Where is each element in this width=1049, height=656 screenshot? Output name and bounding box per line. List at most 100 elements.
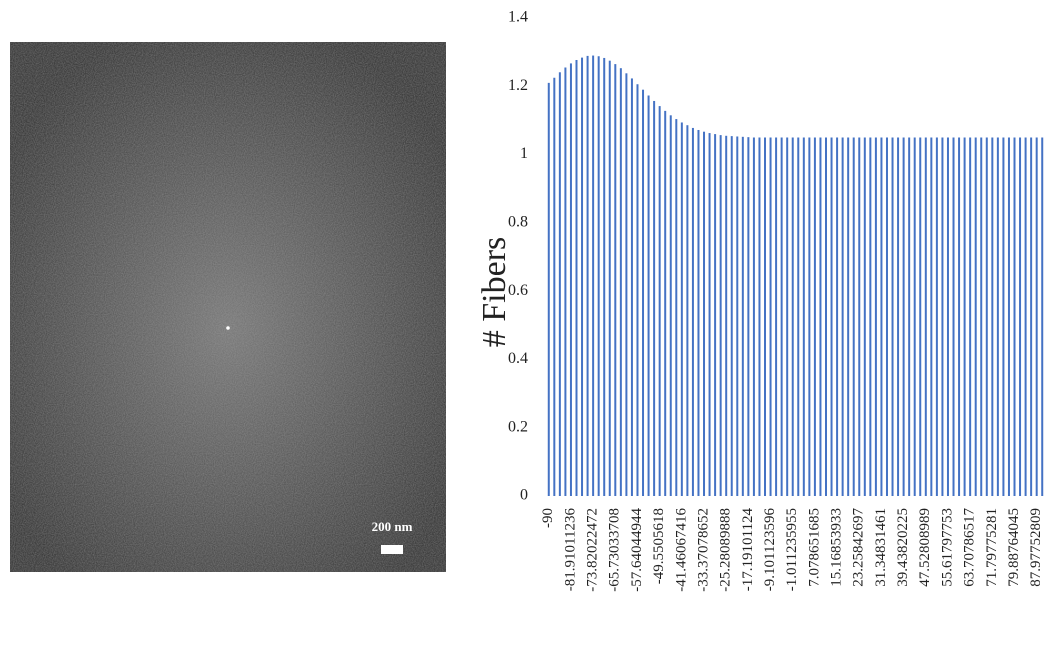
x-tick-label: -25.28089888 (718, 508, 734, 592)
bar (608, 60, 611, 497)
bar (653, 100, 656, 497)
bar (708, 133, 711, 496)
bar (841, 137, 844, 496)
y-tick-label: 0.8 (508, 214, 528, 231)
bar (575, 59, 578, 496)
bar (935, 137, 938, 496)
x-tick-label: 7.078651685 (806, 508, 822, 587)
bar (874, 137, 877, 496)
bar (1035, 137, 1038, 496)
x-tick-label: 71.79775281 (984, 508, 1000, 587)
bar (547, 82, 550, 496)
bar (780, 137, 783, 496)
bar (1013, 137, 1016, 496)
bar (1030, 137, 1033, 496)
bar (581, 57, 584, 496)
bar (675, 119, 678, 496)
x-tick-label: -17.19101124 (740, 508, 756, 592)
bar (941, 137, 944, 496)
bar (764, 137, 767, 496)
bar (847, 137, 850, 496)
x-tick-label: 79.88764045 (1006, 508, 1022, 587)
bar (664, 110, 667, 497)
bar (885, 137, 888, 496)
bar (586, 55, 589, 497)
bar (647, 95, 650, 497)
bar (603, 57, 606, 496)
bar (1041, 137, 1044, 496)
bar (614, 64, 617, 496)
y-tick-label: 1.2 (508, 77, 528, 94)
bar (902, 137, 905, 496)
y-tick-label: 0 (520, 487, 528, 504)
x-tick-label: -1.011235955 (784, 508, 800, 591)
bar (908, 137, 911, 496)
bar (991, 137, 994, 496)
x-tick-label: 23.25842697 (851, 508, 867, 587)
bar (625, 73, 628, 496)
bar (880, 137, 883, 496)
bar (630, 78, 633, 496)
bar (752, 137, 755, 496)
y-axis-title: # Fibers (476, 237, 513, 348)
bar (569, 63, 572, 496)
x-tick-label: -33.37078652 (695, 508, 711, 592)
y-tick-label: 1 (520, 145, 528, 162)
bar (897, 137, 900, 496)
x-tick-label: 87.97752809 (1028, 508, 1044, 587)
bar (553, 77, 556, 496)
bar (558, 72, 561, 496)
bar (830, 137, 833, 496)
bar (913, 137, 916, 496)
bar (786, 137, 789, 496)
bar (730, 136, 733, 497)
x-tick-label: 63.70786517 (962, 508, 978, 587)
bar (758, 137, 761, 496)
x-tick-label: -57.64044944 (629, 508, 645, 592)
y-tick-label: 1.4 (508, 9, 528, 26)
bar (852, 137, 855, 496)
bar (863, 137, 866, 496)
bar (891, 137, 894, 496)
bar (974, 137, 977, 496)
bar (1024, 137, 1027, 496)
bar (597, 56, 600, 497)
bar (592, 55, 595, 497)
fft-image: 200 nm (10, 42, 446, 572)
x-tick-label: 15.16853933 (829, 508, 845, 587)
bar (769, 137, 772, 496)
bar (930, 137, 933, 496)
bar (924, 137, 927, 496)
x-tick-label: -9.101123596 (762, 508, 778, 592)
x-tick-label: 39.43820225 (895, 508, 911, 587)
x-tick-label: 47.52808989 (917, 508, 933, 587)
bar (691, 127, 694, 496)
bar (858, 137, 861, 496)
bar (725, 135, 728, 497)
bar (747, 137, 750, 496)
bar (714, 134, 717, 497)
bar (813, 137, 816, 496)
x-tick-label: -65.73033708 (607, 508, 623, 592)
bar (1007, 137, 1010, 496)
bar (736, 136, 739, 496)
bar (1019, 137, 1022, 496)
x-tick-label: -90 (540, 508, 556, 528)
bar (642, 89, 645, 496)
bar (703, 131, 706, 496)
bar (969, 137, 972, 496)
bar (680, 122, 683, 496)
x-tick-label: 55.61797753 (939, 508, 955, 587)
bar (775, 137, 778, 496)
bar (952, 137, 955, 496)
bar (686, 125, 689, 497)
bar (636, 84, 639, 496)
bar (791, 137, 794, 496)
bar (824, 137, 827, 496)
bar (697, 129, 700, 496)
plot: 0 0.2 0.4 0.6 0.8 1 1.2 1.4 -90 -81.91011236 -73.8… (508, 9, 1044, 592)
bar (808, 137, 811, 496)
bar (980, 137, 983, 496)
x-tick-label: -49.5505618 (651, 508, 667, 584)
